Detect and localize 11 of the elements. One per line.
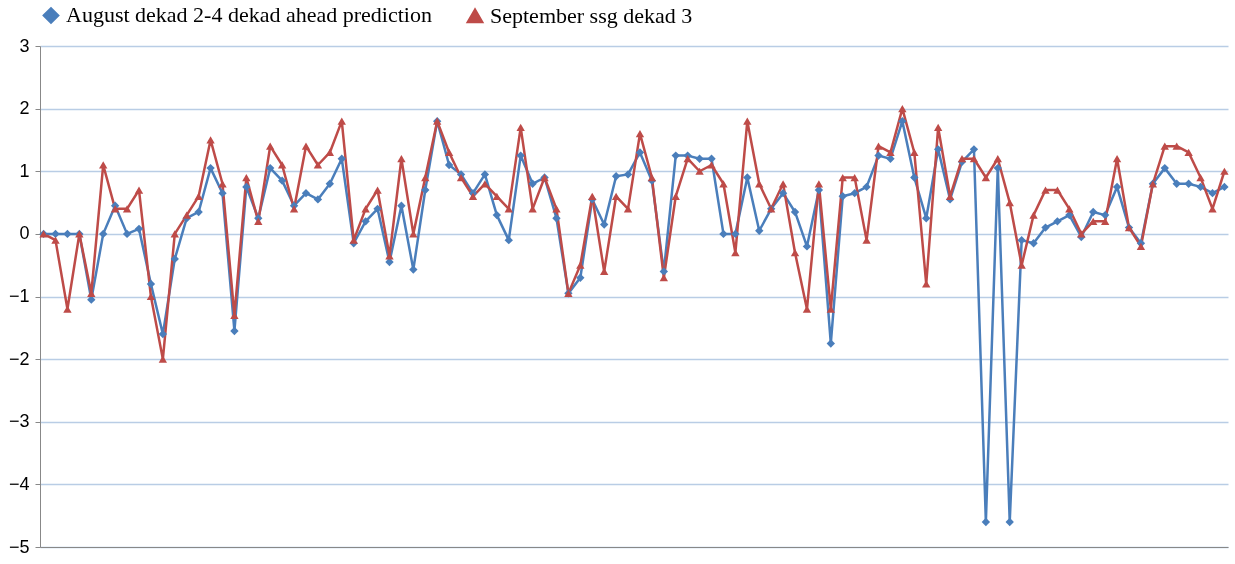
y-tick-label: −2 [8,348,30,369]
legend-label: September ssg dekad 3 [490,2,693,28]
y-tick-label: 2 [19,98,30,119]
legend-label: August dekad 2-4 dekad ahead prediction [66,2,432,28]
y-tick-label: 3 [19,35,30,56]
y-tick-label: −5 [8,536,30,557]
y-tick-label: 1 [19,160,30,181]
y-tick-label: −3 [8,411,30,432]
y-tick-label: −4 [8,473,30,494]
y-tick-label: 0 [19,223,30,244]
y-tick-label: −1 [8,286,30,306]
